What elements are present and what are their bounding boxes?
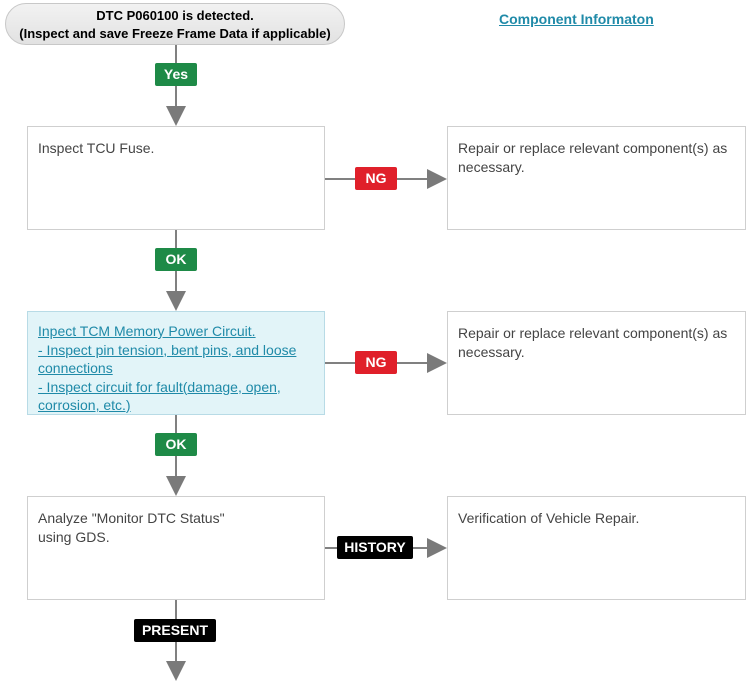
start-node: DTC P060100 is detected. (Inspect and sa… — [5, 3, 345, 45]
step-inspect-tcm-memory-power[interactable]: Inpect TCM Memory Power Circuit. - Inspe… — [27, 311, 325, 415]
ng-badge: NG — [355, 167, 397, 190]
step-text: Analyze "Monitor DTC Status" — [38, 510, 225, 526]
step-link[interactable]: Inpect TCM Memory Power Circuit. — [38, 323, 256, 339]
arrow-down-icon — [166, 291, 186, 311]
step-link[interactable]: - Inspect circuit for fault(damage, open… — [38, 378, 281, 414]
arrow-right-icon — [427, 169, 447, 189]
arrow-right-icon — [427, 353, 447, 373]
arrow-right-icon — [427, 538, 447, 558]
start-title: DTC P060100 is detected. — [96, 8, 254, 23]
step-inspect-tcu-fuse: Inspect TCU Fuse. — [27, 126, 325, 230]
yes-badge: Yes — [155, 63, 197, 86]
result-text: Repair or replace relevant component(s) … — [458, 325, 728, 360]
result-text: Repair or replace relevant component(s) … — [458, 140, 728, 175]
arrow-down-icon — [166, 661, 186, 681]
history-badge: HISTORY — [337, 536, 413, 559]
step-analyze-monitor-dtc: Analyze "Monitor DTC Status" using GDS. — [27, 496, 325, 600]
ok-badge: OK — [155, 433, 197, 456]
ok-badge: OK — [155, 248, 197, 271]
step-text: using GDS. — [38, 529, 110, 545]
result-verification: Verification of Vehicle Repair. — [447, 496, 746, 600]
present-badge: PRESENT — [134, 619, 216, 642]
ng-badge: NG — [355, 351, 397, 374]
result-repair-replace: Repair or replace relevant component(s) … — [447, 126, 746, 230]
step-text: Inspect TCU Fuse. — [38, 140, 155, 156]
arrow-down-icon — [166, 106, 186, 126]
start-subtitle: (Inspect and save Freeze Frame Data if a… — [19, 26, 331, 41]
result-repair-replace: Repair or replace relevant component(s) … — [447, 311, 746, 415]
result-text: Verification of Vehicle Repair. — [458, 510, 640, 526]
arrow-down-icon — [166, 476, 186, 496]
step-link[interactable]: - Inspect pin tension, bent pins, and lo… — [38, 341, 297, 377]
component-information-link[interactable]: Component Informaton — [499, 11, 654, 27]
